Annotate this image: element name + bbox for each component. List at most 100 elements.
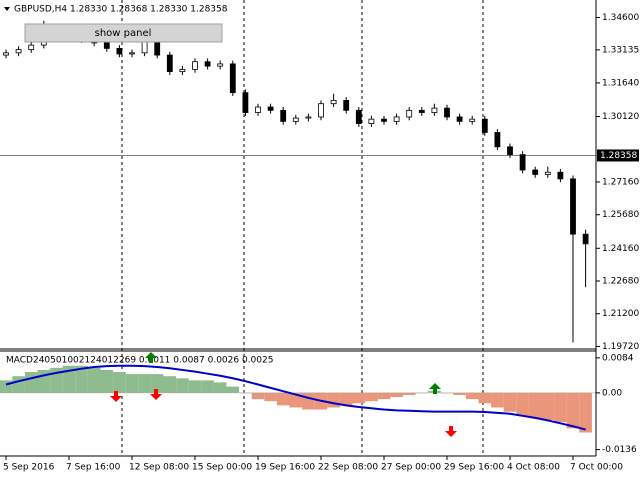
- candle-body: [318, 103, 324, 118]
- button-label[interactable]: show panel: [95, 28, 152, 39]
- candle-body: [3, 52, 9, 56]
- macd-bar: [365, 392, 378, 402]
- sell-arrow: [445, 426, 457, 437]
- candle-body: [255, 106, 261, 113]
- macd-bar: [541, 392, 555, 420]
- candle-body: [129, 52, 135, 55]
- show-panel-button[interactable]: show panel: [24, 23, 223, 43]
- candle-body: [444, 107, 450, 118]
- candle-body: [481, 118, 488, 133]
- macd-bar: [251, 392, 265, 400]
- candle-body: [280, 109, 287, 122]
- x-tick-label: 5 Sep 2016: [3, 463, 55, 473]
- x-tick-label: 7 Sep 16:00: [66, 463, 121, 473]
- y-tick-label: -0.0136: [602, 445, 637, 455]
- y-tick-label: 1.30120: [602, 112, 639, 122]
- macd-bar: [0, 380, 13, 393]
- last-price-box: [597, 149, 639, 162]
- x-tick-label: 7 Oct 00:00: [570, 463, 623, 473]
- candle-body: [406, 109, 413, 118]
- macd-bar: [100, 369, 114, 393]
- signal-line: [5, 364, 586, 431]
- candle-body: [570, 178, 576, 235]
- y-tick-label: 1.34600: [602, 13, 639, 23]
- candle-body: [267, 106, 274, 111]
- candle-body: [217, 63, 224, 67]
- macd-bar: [491, 392, 504, 408]
- last-price-label: 1.28358: [600, 151, 637, 161]
- candle-body: [154, 41, 161, 56]
- candle-body: [229, 63, 236, 94]
- macd-bar: [566, 392, 580, 429]
- candle-body: [355, 109, 362, 124]
- macd-bar: [503, 392, 517, 412]
- candle-body: [431, 107, 438, 113]
- macd-bar: [125, 374, 139, 393]
- candle-body: [519, 154, 526, 171]
- macd-bar: [377, 392, 391, 400]
- macd-bar: [554, 392, 567, 423]
- plot-layer: 1.34600 1.33135 1.31640 1.30120 1.27160 1.256…: [0, 13, 639, 473]
- window-title: GBPUSD,H4 1.28330 1.28368 1.28330 1.2835…: [14, 5, 228, 15]
- macd-bar: [302, 392, 315, 410]
- macd-bar: [75, 365, 88, 393]
- button-face[interactable]: [24, 23, 223, 43]
- y-tick-label: 1.31640: [602, 78, 639, 88]
- candle-body: [368, 118, 375, 124]
- macd-bar: [339, 392, 353, 406]
- candle-body: [15, 49, 22, 54]
- x-tick-label: 22 Sep 08:00: [318, 463, 378, 473]
- x-tick-label: 29 Sep 16:00: [444, 463, 504, 473]
- candle-body: [242, 92, 249, 113]
- macd-bar: [528, 392, 542, 418]
- candle-body: [192, 61, 198, 70]
- macd-bar: [453, 392, 466, 395]
- candle-body: [330, 99, 337, 105]
- candle-body: [204, 61, 211, 67]
- candle-body: [469, 118, 476, 122]
- x-tick-label: 15 Sep 00:00: [192, 463, 252, 473]
- y-tick-label: 1.24160: [602, 244, 639, 254]
- macd-bar: [87, 367, 101, 393]
- macd-bar: [176, 378, 189, 393]
- macd-bar: [390, 392, 403, 398]
- y-tick-label: 1.21200: [602, 309, 639, 319]
- candle-body: [557, 171, 564, 180]
- candle-body: [381, 118, 387, 122]
- menu-arrow[interactable]: [4, 7, 10, 11]
- macd-bar: [264, 392, 277, 402]
- y-tick-label: 0.0084: [602, 353, 634, 363]
- candle-body: [305, 116, 312, 119]
- candle-body: [116, 48, 123, 55]
- x-tick-label: 12 Sep 08:00: [129, 463, 189, 473]
- x-tick-label: 19 Sep 16:00: [255, 463, 315, 473]
- candle-body: [582, 233, 589, 245]
- macd-bar: [188, 380, 202, 393]
- macd-bar: [276, 392, 290, 406]
- macd-bar: [12, 376, 25, 393]
- macd-bar: [163, 376, 177, 393]
- macd-bar: [478, 392, 492, 404]
- macd-bar: [213, 382, 227, 393]
- x-tick-label: 4 Oct 08:00: [507, 463, 560, 473]
- candle-body: [418, 109, 425, 113]
- macd-bar: [289, 392, 303, 408]
- candle-body: [28, 44, 35, 50]
- macd-bar: [150, 374, 164, 393]
- macd-title: MACD240501002124012269 0.0011 0.0087 0.0…: [6, 356, 273, 366]
- y-tick-label: 1.33135: [602, 45, 639, 55]
- candle-body: [292, 117, 299, 122]
- macd-bar: [516, 392, 529, 416]
- candle-body: [103, 42, 110, 49]
- sell-arrow: [150, 389, 162, 400]
- x-tick-label: 27 Sep 00:00: [381, 463, 441, 473]
- macd-bar: [579, 392, 592, 433]
- candle-body: [393, 116, 400, 122]
- candle-body: [532, 169, 539, 175]
- macd-bar: [465, 392, 479, 400]
- candle-body: [507, 146, 513, 155]
- macd-bar: [37, 369, 51, 393]
- macd-bar: [113, 372, 126, 393]
- macd-bar: [402, 392, 416, 395]
